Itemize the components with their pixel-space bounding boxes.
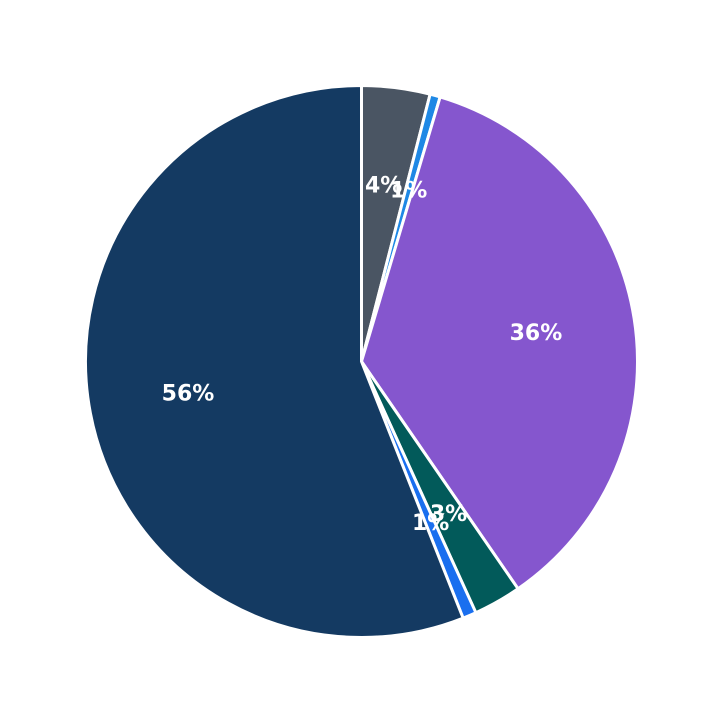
pie-slice-3 bbox=[360, 95, 639, 591]
slice-label-3: 36% bbox=[510, 321, 563, 346]
slice-label-1: 4% bbox=[365, 173, 402, 198]
slice-label-2: 1% bbox=[390, 178, 427, 203]
slice-label-6: 56% bbox=[162, 382, 215, 407]
slices-layer bbox=[84, 84, 639, 639]
slice-label-5: 1% bbox=[412, 511, 449, 536]
labels-layer: 4%1%36%3%1%56% bbox=[162, 173, 563, 536]
slice-label-4: 3% bbox=[430, 502, 467, 527]
pie-slice-6 bbox=[84, 84, 465, 639]
